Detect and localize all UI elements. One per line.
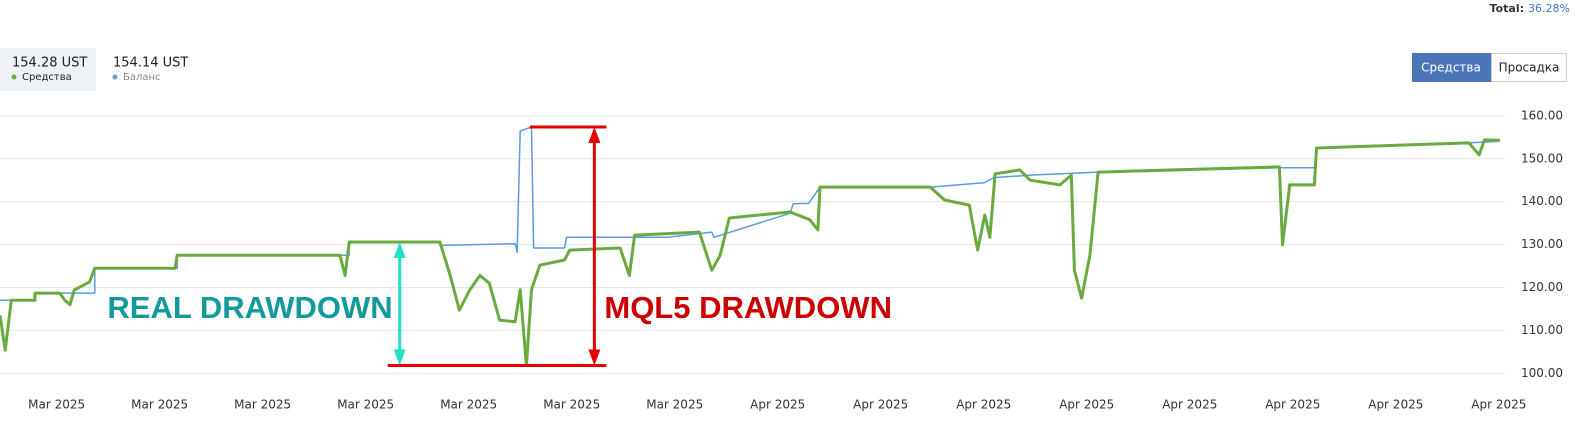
y-tick-label: 120.00 (1521, 280, 1563, 294)
arrow-head (588, 127, 601, 144)
annotation-text: MQL5 DRAWDOWN (604, 290, 892, 325)
y-tick-label: 110.00 (1521, 323, 1563, 337)
x-tick-label: Apr 2025 (1265, 398, 1320, 412)
x-tick-label: Mar 2025 (440, 398, 497, 412)
x-tick-label: Mar 2025 (28, 398, 85, 412)
x-tick-label: Mar 2025 (646, 398, 703, 412)
button[interactable]: Средства (1421, 61, 1481, 75)
series-line (0, 138, 1500, 368)
button[interactable]: Просадка (1499, 61, 1560, 75)
y-tick-label: 130.00 (1521, 237, 1563, 251)
button-bg[interactable] (1491, 53, 1567, 82)
x-tick-label: Mar 2025 (131, 398, 188, 412)
legend-name: Средства (22, 72, 72, 83)
y-tick-label: 150.00 (1521, 151, 1563, 165)
x-tick-label: Mar 2025 (543, 398, 600, 412)
series-line (0, 126, 1500, 302)
x-tick-label: Mar 2025 (234, 398, 291, 412)
total-label: Total: (1490, 2, 1524, 15)
x-tick-label: Apr 2025 (750, 398, 805, 412)
arrow-head (393, 349, 406, 366)
y-tick-label: 160.00 (1521, 108, 1563, 122)
x-tick-label: Apr 2025 (956, 398, 1011, 412)
button-bg[interactable] (1412, 53, 1491, 82)
legend-dot (11, 74, 17, 80)
x-tick-label: Mar 2025 (337, 398, 394, 412)
x-tick-label: Apr 2025 (1368, 398, 1423, 412)
buttons: Средства Просадка (1412, 53, 1567, 82)
total-value: 36.28% (1528, 2, 1570, 15)
legend-active-bg (0, 48, 96, 91)
x-tick-label: Apr 2025 (1471, 398, 1526, 412)
arrow-head (588, 349, 601, 366)
x-tick-label: Apr 2025 (853, 398, 908, 412)
legend-name: Баланс (123, 72, 161, 83)
legend-dot (112, 74, 118, 80)
arrow-head (393, 241, 406, 258)
legend-value: 154.28 UST (12, 56, 87, 71)
annotation-text: REAL DRAWDOWN (107, 290, 392, 325)
x-tick-label: Apr 2025 (1059, 398, 1114, 412)
y-tick-label: 100.00 (1521, 366, 1563, 380)
legend-value: 154.14 UST (113, 56, 188, 71)
x-tick-label: Apr 2025 (1162, 398, 1217, 412)
y-tick-label: 140.00 (1521, 194, 1563, 208)
